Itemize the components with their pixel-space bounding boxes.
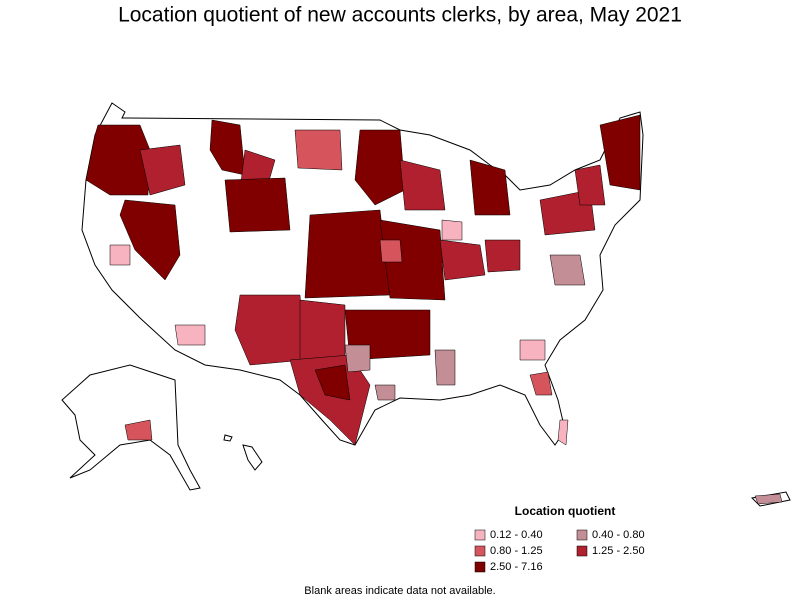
area [529,371,553,396]
area [441,219,463,241]
area [399,159,446,211]
area [234,294,306,366]
area [124,419,153,441]
area [174,324,206,346]
area [754,493,783,505]
area [599,114,641,191]
area [439,239,486,281]
area [209,119,246,176]
area [224,177,291,233]
legend-swatch [576,545,588,557]
legend-label: 0.80 - 1.25 [490,545,543,557]
legend-label: 0.12 - 0.40 [490,529,543,541]
legend-label: 0.40 - 0.80 [592,529,645,541]
area [557,419,569,446]
areas [85,114,783,505]
area [354,129,406,206]
area [374,384,396,401]
legend-swatch [474,545,486,557]
legend-swatch [576,529,588,541]
legend-label: 1.25 - 2.50 [592,545,645,557]
area [299,299,346,363]
map-title: Location quotient of new accounts clerks… [118,4,682,27]
area [119,199,181,281]
area [484,239,521,273]
area [379,239,403,263]
area [519,339,546,361]
area [314,364,351,401]
legend-label: 2.50 - 7.16 [490,561,543,573]
hawaii [242,444,263,471]
area [469,159,511,216]
area [549,254,586,286]
legend-swatch [474,529,486,541]
area [344,344,371,373]
note: Blank areas indicate data not available. [304,585,495,597]
area [304,209,391,299]
area [109,244,131,266]
area [294,129,343,171]
legend: 0.12 - 0.40 0.40 - 0.80 0.80 - 1.25 1.25 - … [474,529,645,573]
area [574,164,606,206]
area [85,124,151,196]
area [434,349,456,386]
area [139,144,186,196]
legend-title: Location quotient [515,504,616,518]
legend-swatch [474,561,486,573]
hawaii [223,434,233,442]
